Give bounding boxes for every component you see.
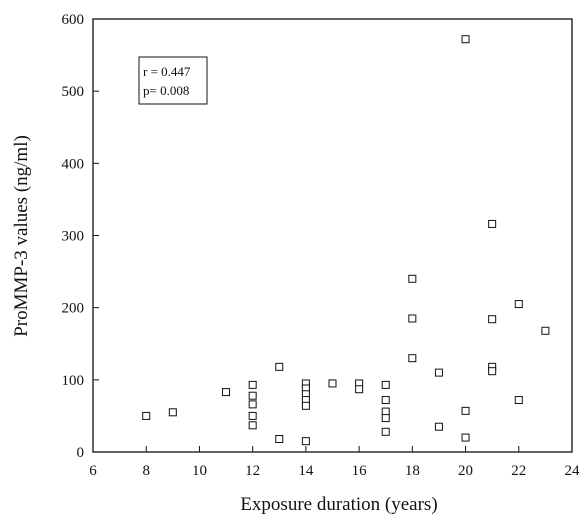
data-point-marker <box>381 396 390 405</box>
x-tick-label: 20 <box>458 463 473 479</box>
data-point-marker <box>381 380 390 389</box>
y-tick-label: 200 <box>62 301 85 317</box>
p-value-text: p= 0.008 <box>143 83 189 98</box>
data-point-marker <box>461 406 470 415</box>
data-point-marker <box>248 380 257 389</box>
data-point-marker <box>408 274 417 283</box>
data-point-marker <box>541 326 550 335</box>
data-point-marker <box>275 435 284 444</box>
data-point-marker <box>461 433 470 442</box>
data-point-marker <box>381 407 390 416</box>
data-point-marker <box>381 427 390 436</box>
x-axis-ticks: 6 8 10 12 14 16 18 20 22 24 <box>89 446 580 479</box>
x-tick-label: 10 <box>192 463 207 479</box>
x-tick-label: 8 <box>142 463 150 479</box>
x-tick-label: 14 <box>298 463 314 479</box>
stats-box-border <box>138 56 208 105</box>
y-tick-label: 600 <box>62 12 85 28</box>
x-tick-label: 18 <box>405 463 420 479</box>
data-point-marker <box>434 422 443 431</box>
y-axis-ticks: 0 100 200 300 400 500 600 <box>62 12 99 461</box>
data-point-marker <box>408 314 417 323</box>
data-point-marker <box>248 411 257 420</box>
x-tick-label: 6 <box>89 463 97 479</box>
y-tick-label: 0 <box>77 445 85 461</box>
data-point-marker <box>488 367 497 376</box>
data-points <box>142 35 550 446</box>
data-point-marker <box>514 396 523 405</box>
data-point-marker <box>434 368 443 377</box>
data-point-marker <box>514 300 523 309</box>
data-point-marker <box>408 354 417 363</box>
data-point-marker <box>381 414 390 423</box>
stats-annotation-box: r = 0.447 p= 0.008 <box>138 56 208 105</box>
x-tick-label: 24 <box>565 463 581 479</box>
y-tick-label: 400 <box>62 156 85 172</box>
y-tick-label: 100 <box>62 373 85 389</box>
data-point-marker <box>142 411 151 420</box>
data-point-marker <box>488 219 497 228</box>
y-tick-label: 300 <box>62 229 85 245</box>
correlation-r-text: r = 0.447 <box>143 64 191 79</box>
data-point-marker <box>301 437 310 446</box>
x-tick-label: 16 <box>352 463 368 479</box>
data-point-marker <box>248 391 257 400</box>
x-tick-label: 22 <box>511 463 526 479</box>
data-point-marker <box>328 379 337 388</box>
x-axis-title: Exposure duration (years) <box>240 494 437 515</box>
data-point-marker <box>168 408 177 417</box>
y-tick-label: 500 <box>62 84 85 100</box>
data-point-marker <box>301 401 310 410</box>
x-tick-label: 12 <box>245 463 260 479</box>
data-point-marker <box>248 400 257 409</box>
data-point-marker <box>355 385 364 394</box>
data-point-marker <box>222 388 231 397</box>
data-point-marker <box>275 362 284 371</box>
y-axis-title: ProMMP-3 values (ng/ml) <box>11 135 32 337</box>
data-point-marker <box>248 421 257 430</box>
data-point-marker <box>488 315 497 324</box>
data-point-marker <box>461 35 470 44</box>
